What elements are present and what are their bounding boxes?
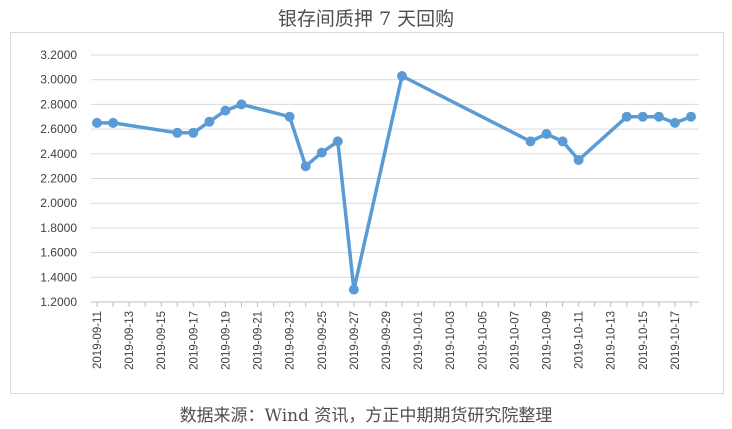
data-point xyxy=(686,111,696,122)
data-point xyxy=(220,105,231,116)
x-tick-label: 2019-09-29 xyxy=(381,311,393,370)
x-tick-label: 2019-10-11 xyxy=(574,311,586,369)
y-axis: 1.2000 1.4000 1.6000 1.8000 2.0000 2.2000 2.40… xyxy=(40,48,77,309)
x-tick-label: 2019-09-27 xyxy=(349,311,361,370)
data-point xyxy=(236,99,247,110)
x-tick-label: 2019-10-13 xyxy=(606,311,618,370)
data-point xyxy=(348,284,359,295)
y-tick-label: 2.0000 xyxy=(40,196,77,210)
data-point xyxy=(188,127,199,138)
x-tick-label: 2019-09-17 xyxy=(188,311,200,370)
y-tick-label: 2.6000 xyxy=(40,122,77,136)
data-point xyxy=(284,111,295,122)
x-tick-label: 2019-10-15 xyxy=(638,311,650,370)
data-point xyxy=(316,147,327,158)
chart-title: 银存间质押 7 天回购 xyxy=(277,8,455,30)
data-point xyxy=(204,116,215,127)
chart-area xyxy=(10,32,724,394)
y-tick-label: 2.4000 xyxy=(40,147,77,161)
x-tick-label: 2019-09-15 xyxy=(156,311,168,370)
data-point xyxy=(332,136,343,147)
y-tick-label: 3.2000 xyxy=(40,48,77,62)
x-tick-label: 2019-09-23 xyxy=(285,311,297,370)
x-tick-label: 2019-09-21 xyxy=(253,311,265,370)
x-tick-label: 2019-10-09 xyxy=(542,311,554,370)
series-layer xyxy=(92,71,696,295)
data-point xyxy=(172,127,183,138)
x-tick-label: 2019-10-07 xyxy=(509,311,521,370)
y-tick-label: 1.8000 xyxy=(40,221,77,235)
series-line xyxy=(95,74,693,292)
data-point xyxy=(397,71,407,81)
x-tick-label: 2019-10-03 xyxy=(445,311,457,370)
gridlines xyxy=(91,54,699,278)
source-note: 数据来源：Wind 资讯，方正中期期货研究院整理 xyxy=(179,406,553,426)
data-point xyxy=(653,111,664,122)
data-point xyxy=(573,155,584,165)
data-point xyxy=(637,111,648,122)
x-tick-label: 2019-10-17 xyxy=(670,311,682,370)
y-tick-label: 1.6000 xyxy=(40,246,77,260)
data-point xyxy=(108,117,119,128)
data-point xyxy=(541,129,552,139)
x-axis xyxy=(91,301,699,307)
data-point xyxy=(557,136,568,147)
x-tick-label: 2019-09-11 xyxy=(92,311,104,369)
data-point xyxy=(621,111,632,122)
x-tick-label: 2019-09-13 xyxy=(124,311,136,370)
y-tick-label: 2.2000 xyxy=(40,172,77,186)
data-point xyxy=(525,136,536,147)
y-tick-label: 1.4000 xyxy=(40,270,77,284)
x-tick-label: 2019-09-19 xyxy=(220,311,232,370)
data-point xyxy=(300,161,311,172)
x-tick-label: 2019-09-25 xyxy=(317,311,329,370)
x-tick-label: 2019-10-05 xyxy=(477,311,489,370)
x-axis-labels: 2019-09-11 2019-09-13 2019-09-15 2019-09-17… xyxy=(92,311,682,370)
y-tick-label: 2.8000 xyxy=(40,97,77,111)
data-point xyxy=(92,117,102,128)
y-tick-label: 1.2000 xyxy=(40,295,77,309)
data-point xyxy=(669,117,680,128)
y-tick-label: 3.0000 xyxy=(40,73,77,87)
x-tick-label: 2019-10-01 xyxy=(413,311,425,370)
